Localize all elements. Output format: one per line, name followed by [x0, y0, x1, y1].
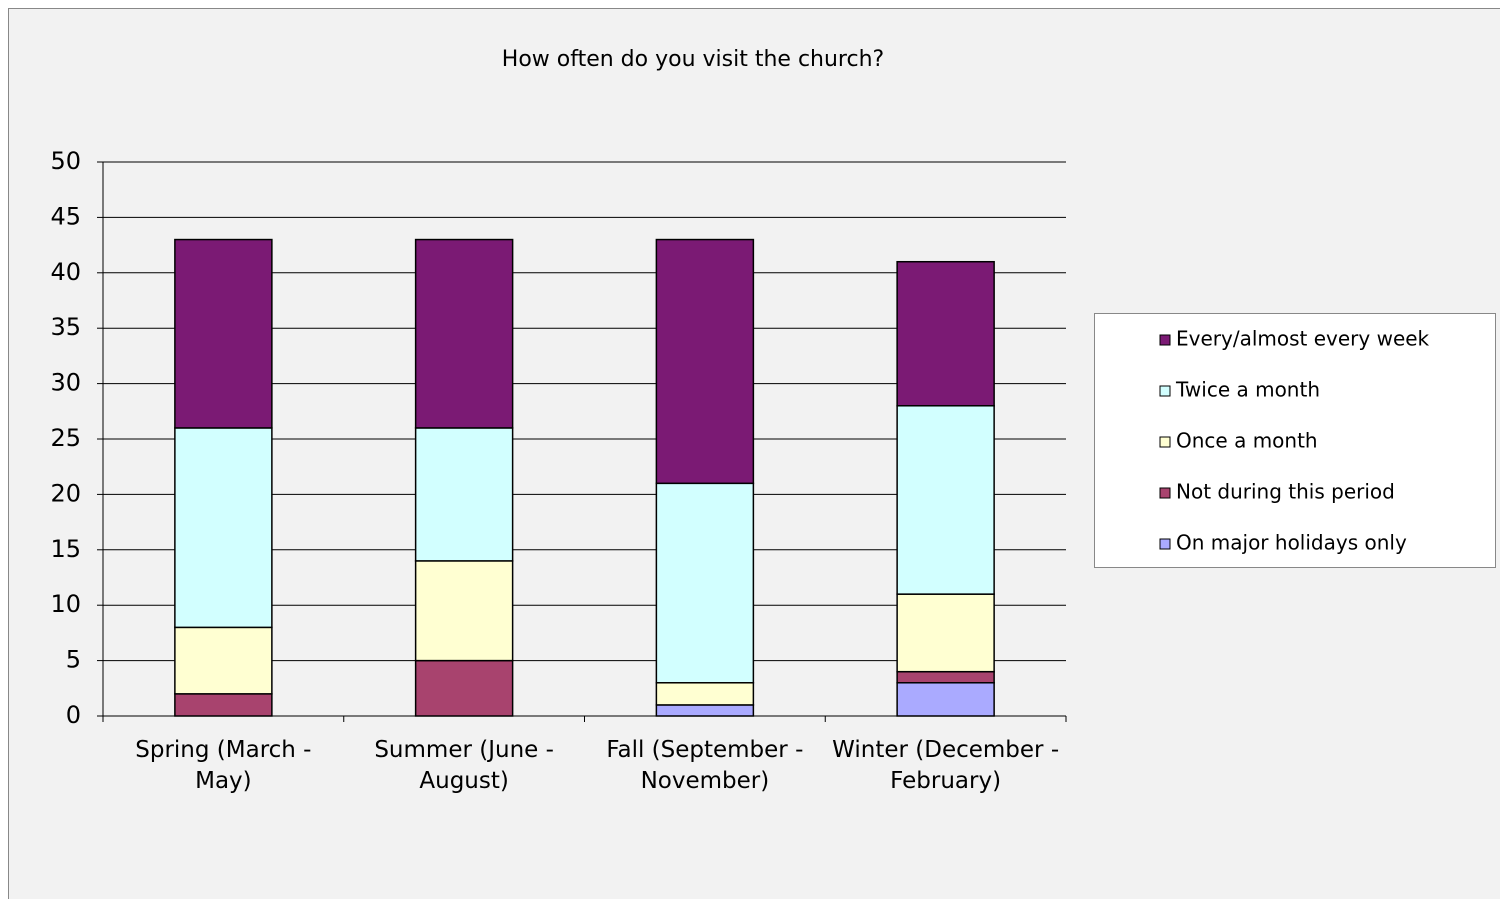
chart-title: How often do you visit the church? — [502, 47, 884, 72]
y-tick-label: 25 — [50, 424, 81, 452]
bar-segment — [414, 427, 514, 562]
legend-swatch — [1159, 385, 1171, 397]
y-tick-label: 5 — [66, 646, 81, 674]
bar-segment — [174, 238, 273, 429]
bar-segment — [896, 670, 995, 684]
legend-swatch — [1159, 538, 1171, 550]
bar-segment — [896, 260, 995, 407]
legend-swatch — [1159, 334, 1171, 346]
bar-segment — [896, 405, 995, 595]
bar-segment — [414, 238, 514, 429]
legend-label: Not during this period — [1176, 480, 1395, 504]
legend-label: Twice a month — [1175, 378, 1320, 402]
y-tick-label: 15 — [50, 535, 81, 563]
x-tick-label: Summer (June - August) — [374, 737, 554, 794]
bar-segment — [655, 682, 755, 706]
bar-segment — [655, 704, 755, 717]
bar-segment — [414, 659, 514, 717]
bar-segment — [414, 560, 514, 662]
legend-label: Every/almost every week — [1176, 327, 1430, 351]
legend-label: On major holidays only — [1176, 531, 1407, 555]
y-tick-label: 40 — [50, 258, 81, 286]
y-tick-label: 50 — [50, 147, 81, 175]
y-tick-label: 20 — [50, 479, 81, 507]
bar-segment — [655, 238, 755, 485]
x-tick-label: Spring (March - May) — [135, 737, 312, 794]
bar-segment — [655, 482, 755, 684]
bar-segment — [896, 682, 995, 717]
bar-segment — [174, 626, 273, 695]
bar-segment — [174, 427, 273, 629]
legend-label: Once a month — [1176, 429, 1318, 453]
y-tick-label: 10 — [50, 590, 81, 618]
y-tick-label: 30 — [50, 369, 81, 397]
y-tick-label: 45 — [50, 202, 81, 230]
legend-swatch — [1159, 487, 1171, 499]
y-tick-label: 0 — [66, 701, 81, 729]
bar-segment — [174, 693, 273, 717]
bar-segment — [896, 593, 995, 673]
x-tick-label: Fall (September - November) — [606, 737, 804, 794]
y-tick-label: 35 — [50, 313, 81, 341]
x-tick-label: Winter (December - February) — [832, 737, 1060, 794]
legend-swatch — [1159, 436, 1171, 448]
